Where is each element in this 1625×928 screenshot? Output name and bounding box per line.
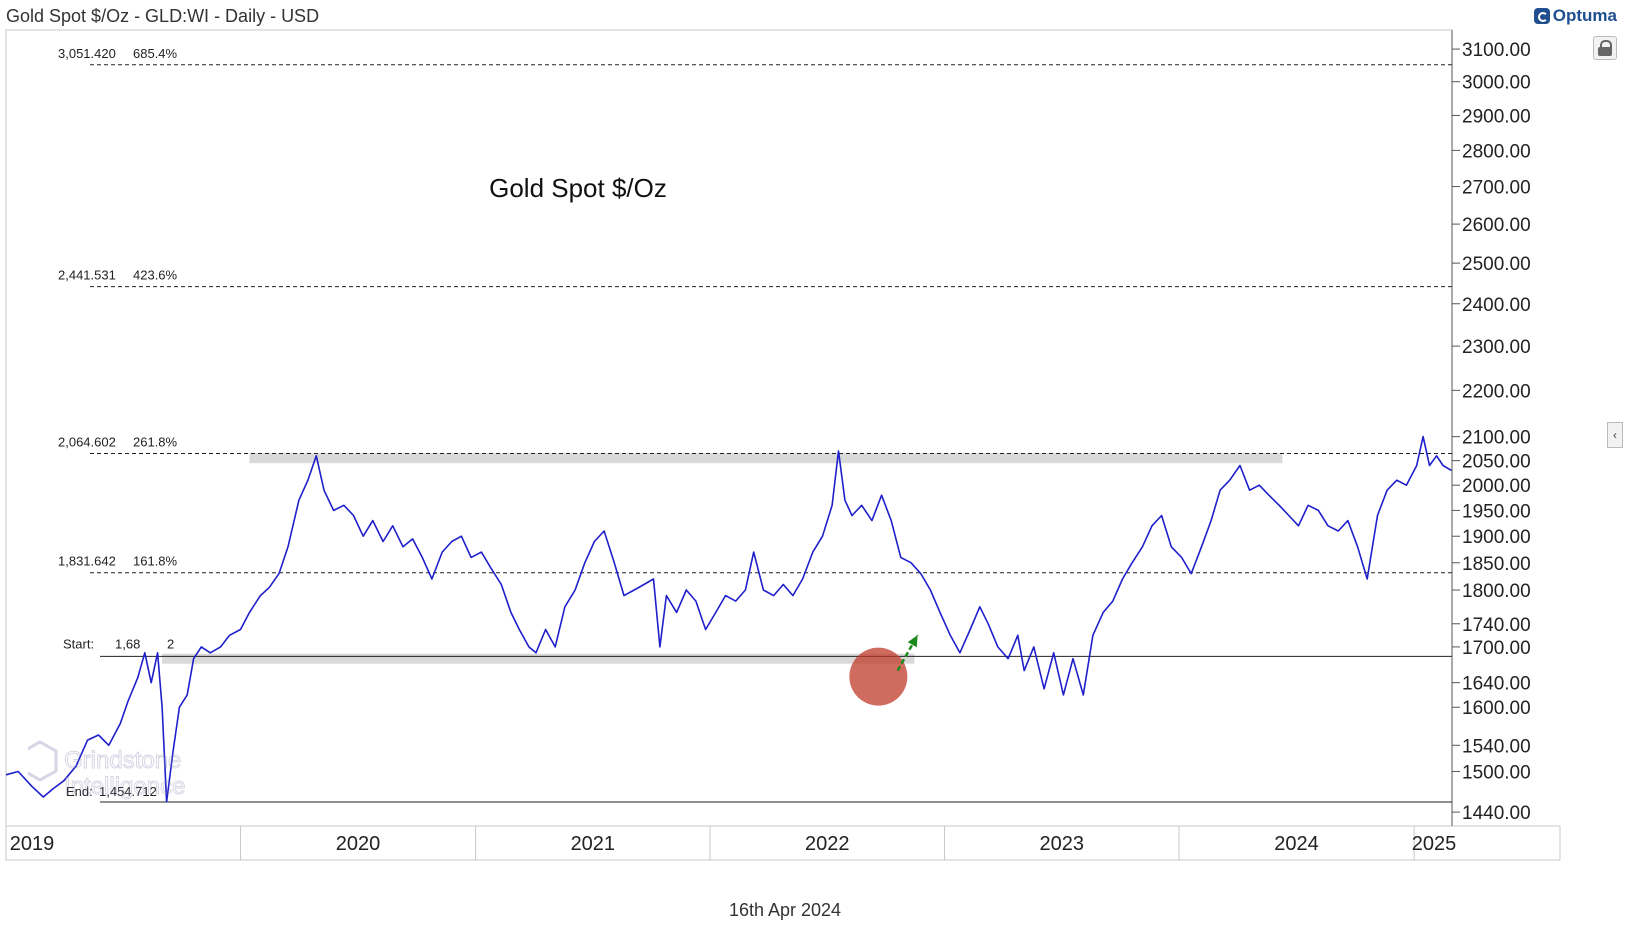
support-zone-1	[162, 653, 915, 664]
optuma-logo-icon	[1533, 8, 1550, 24]
y-tick-label: 2800.00	[1462, 141, 1531, 162]
x-tick-label: 2025	[1412, 833, 1457, 855]
x-tick-label: 2024	[1274, 833, 1319, 855]
fib-price-label: 2,064.602	[58, 435, 116, 450]
y-tick-label: 3100.00	[1462, 40, 1531, 61]
chart-title: Gold Spot $/Oz	[489, 173, 667, 203]
fib-pct-label: 685.4%	[133, 46, 178, 61]
fib-price-label: 2,441.531	[58, 268, 116, 283]
y-tick-label: 2500.00	[1462, 254, 1531, 275]
x-tick-label: 2023	[1040, 833, 1085, 855]
y-tick-label: 2050.00	[1462, 452, 1531, 473]
brand-name: Optuma	[1552, 6, 1617, 25]
highlight-circle	[849, 647, 908, 706]
y-tick-label: 1800.00	[1462, 581, 1531, 602]
y-tick-label: 1950.00	[1462, 501, 1531, 522]
end-value: 1,454.712	[99, 784, 157, 799]
support-zone-0	[249, 453, 1283, 464]
fib-price-label: 3,051.420	[58, 46, 116, 61]
y-tick-label: 2000.00	[1462, 476, 1531, 497]
y-tick-label: 2300.00	[1462, 337, 1531, 358]
x-tick-label: 2019	[10, 833, 55, 855]
watermark-line1: Grindstone	[64, 747, 181, 774]
y-tick-label: 2700.00	[1462, 178, 1531, 199]
fib-pct-label: 423.6%	[133, 268, 178, 283]
y-tick-label: 2100.00	[1462, 428, 1531, 449]
fib-pct-label: 161.8%	[133, 554, 178, 569]
y-tick-label: 1700.00	[1462, 638, 1531, 659]
y-tick-label: 2200.00	[1462, 381, 1531, 402]
y-tick-label: 1500.00	[1462, 762, 1531, 783]
start-label: Start:	[63, 636, 94, 651]
fib-pct-label: 261.8%	[133, 435, 178, 450]
start-value: 1,68	[115, 636, 140, 651]
watermark-line2: Intelligence	[64, 773, 185, 800]
chart-date-footer: 16th Apr 2024	[728, 900, 842, 920]
y-tick-label: 2600.00	[1462, 215, 1531, 236]
x-tick-label: 2022	[805, 833, 850, 855]
start-value-tail: 2	[167, 636, 174, 651]
end-label: End:	[66, 784, 93, 799]
y-tick-label: 3000.00	[1462, 73, 1531, 94]
brand-logo: Optuma	[1533, 6, 1617, 26]
y-tick-label: 1850.00	[1462, 554, 1531, 575]
y-tick-label: 1440.00	[1462, 803, 1531, 824]
y-tick-label: 1540.00	[1462, 736, 1531, 757]
fib-price-label: 1,831.642	[58, 554, 116, 569]
lock-icon[interactable]	[1593, 36, 1617, 60]
y-tick-label: 2900.00	[1462, 106, 1531, 127]
x-axis-frame	[5, 825, 1561, 861]
y-tick-label: 1600.00	[1462, 698, 1531, 719]
plot-frame	[5, 29, 1453, 827]
x-tick-label: 2021	[571, 833, 616, 855]
green-arrow-head	[907, 635, 918, 648]
y-tick-label: 1900.00	[1462, 527, 1531, 548]
y-tick-label: 2400.00	[1462, 295, 1531, 316]
grindstone-watermark: Grindstone Intelligence	[28, 740, 186, 800]
gold-price-line	[5, 435, 1452, 803]
chevron-left-icon[interactable]: ‹	[1607, 422, 1623, 448]
chart-window-title: Gold Spot $/Oz - GLD:WI - Daily - USD	[6, 6, 320, 26]
y-tick-label: 1640.00	[1462, 674, 1531, 695]
x-tick-label: 2020	[336, 833, 381, 855]
y-tick-label: 1740.00	[1462, 615, 1531, 636]
